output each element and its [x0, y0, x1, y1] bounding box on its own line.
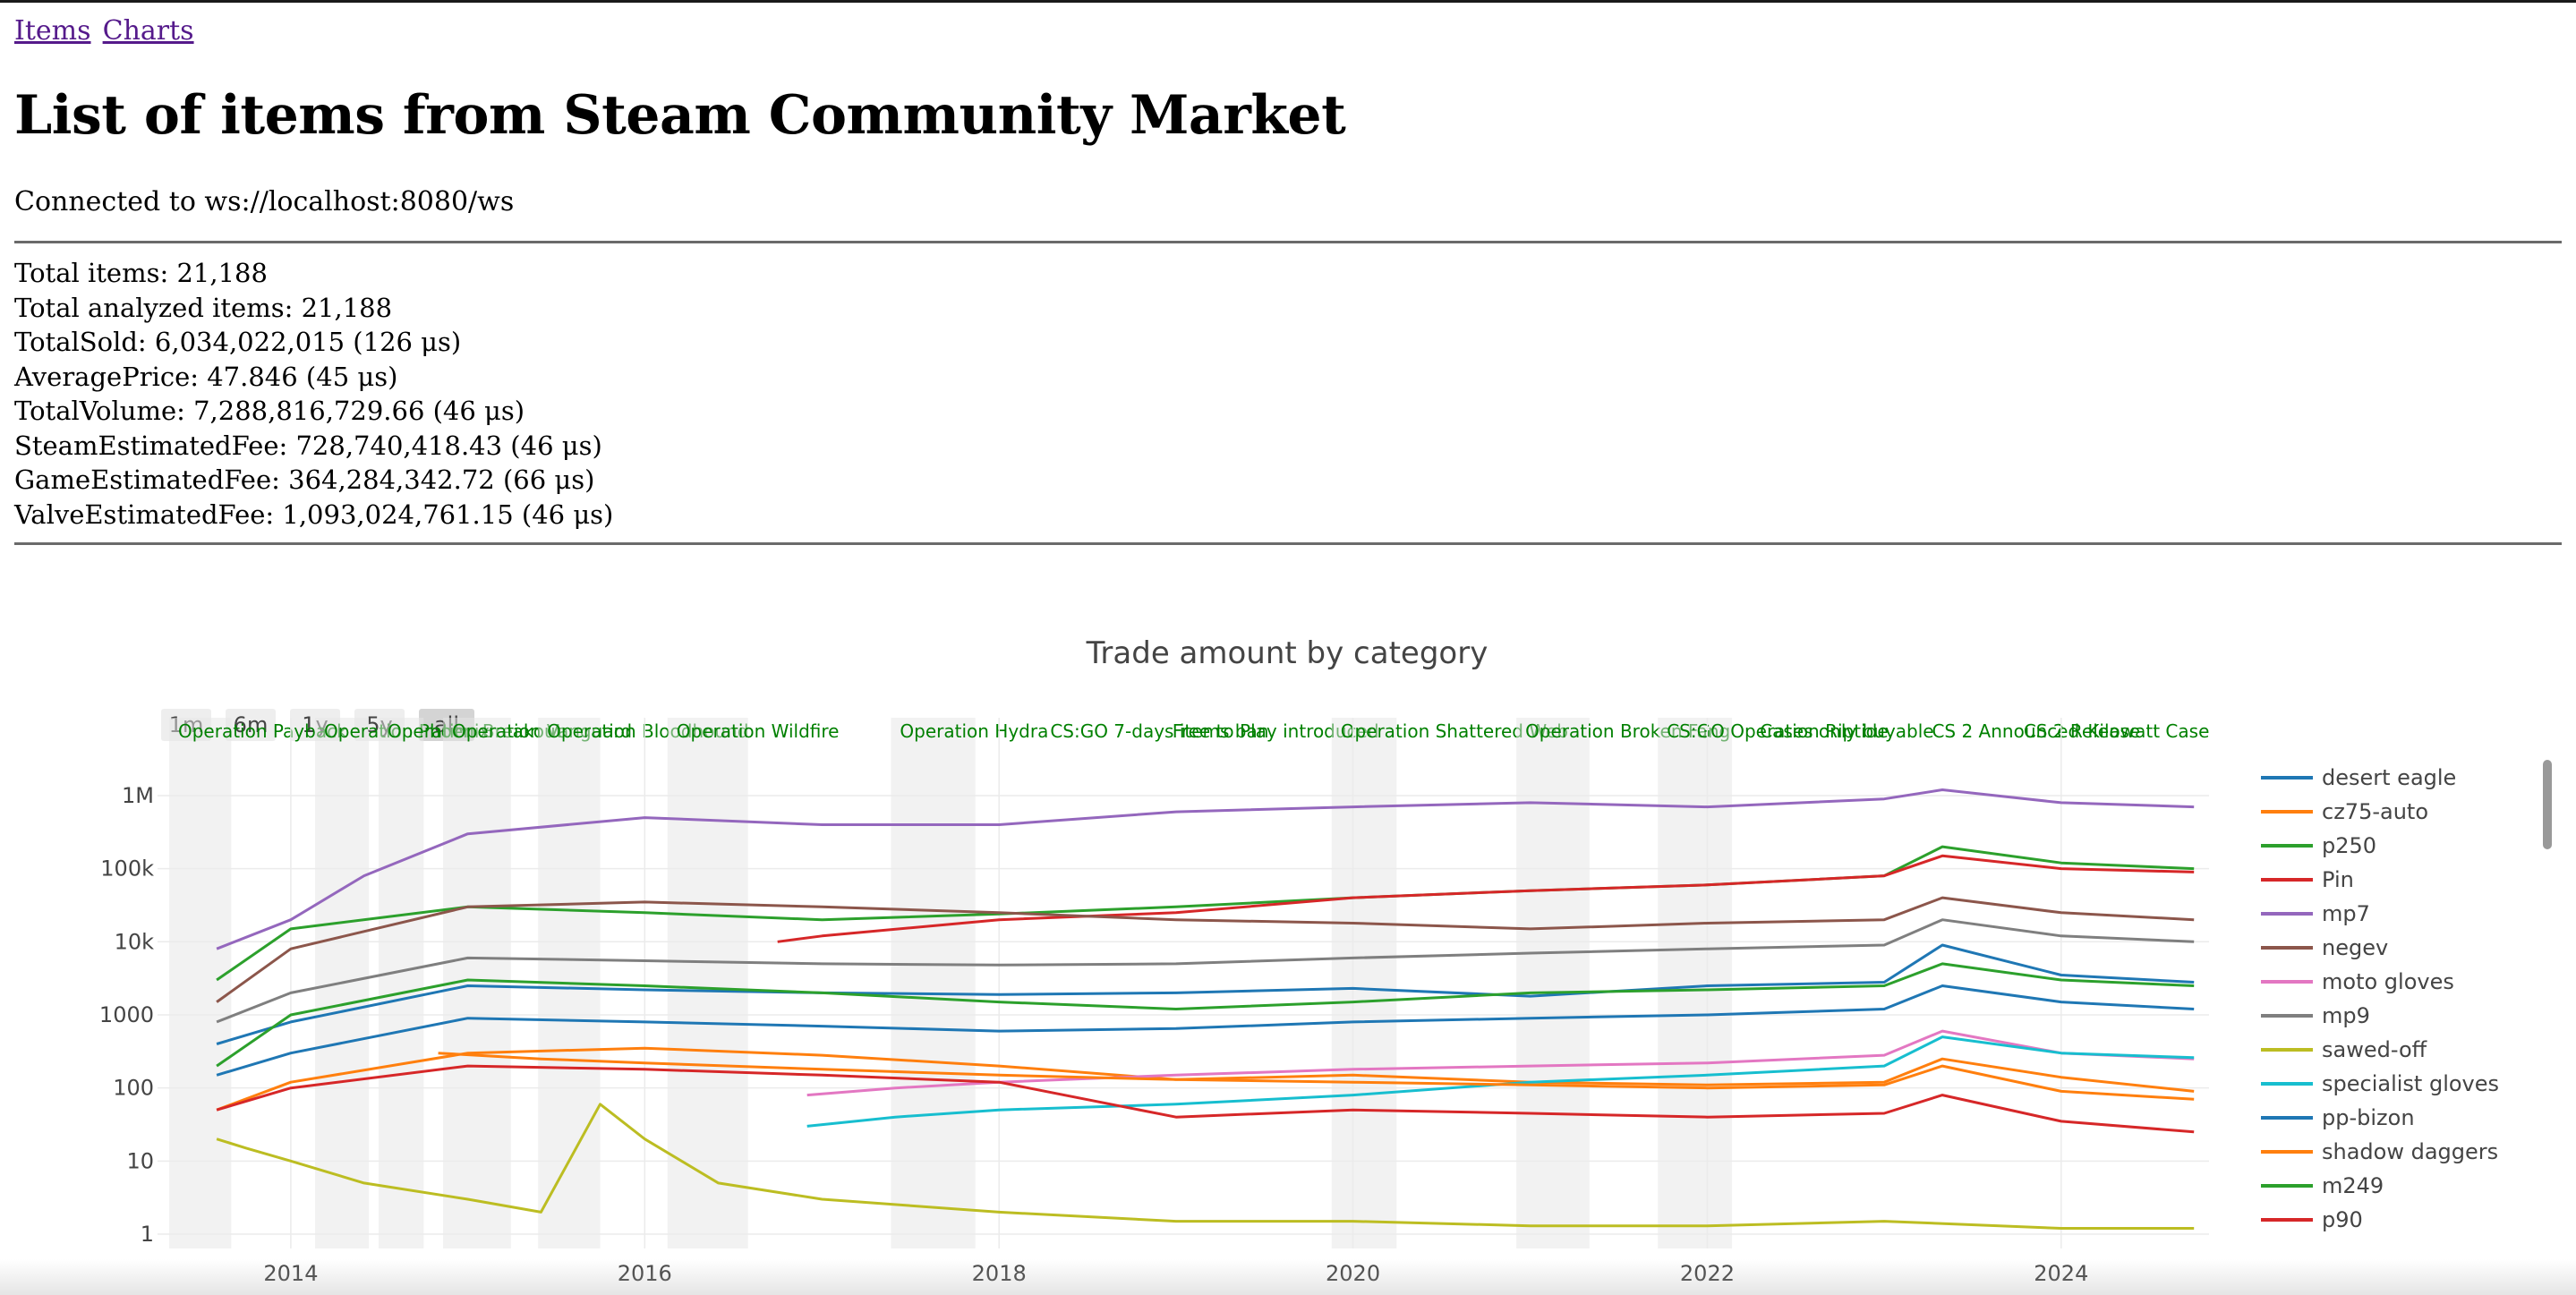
- x-tick-label: 2020: [1326, 1261, 1380, 1286]
- x-tick-label: 2022: [1680, 1261, 1735, 1286]
- event-label: Kilowatt Case: [2087, 720, 2209, 742]
- chart-title: Trade amount by category: [1086, 635, 1488, 671]
- y-tick-label: 10k: [115, 929, 155, 954]
- series-line-shadow-daggers: [438, 1052, 2195, 1101]
- divider-top: [14, 241, 2562, 243]
- legend-item[interactable]: sawed-off: [2322, 1037, 2427, 1062]
- range-button-6m[interactable]: [226, 709, 276, 741]
- legend-item[interactable]: cz75-auto: [2322, 799, 2428, 824]
- event-region: [891, 718, 976, 1248]
- event-label: CS 2 Release: [2024, 720, 2140, 742]
- y-tick-label: 1: [141, 1222, 154, 1247]
- series-line-mp7: [216, 788, 2195, 950]
- event-label: Operation Wildfire: [677, 720, 840, 742]
- series-line-pin: [777, 854, 2195, 943]
- stat-steam-estimated-fee: SteamEstimatedFee: 728,740,418.43 (46 μs…: [14, 430, 602, 461]
- legend-item[interactable]: Pin: [2322, 867, 2354, 892]
- event-region: [1516, 718, 1590, 1248]
- y-tick-label: 100k: [100, 856, 154, 882]
- event-region: [1658, 718, 1733, 1248]
- event-label: CS 2 Announced: [1932, 720, 2079, 742]
- nav-link-items[interactable]: Items: [14, 15, 91, 47]
- y-tick-label: 10: [126, 1148, 154, 1173]
- series-line-p250: [216, 845, 2195, 982]
- divider-bottom: [14, 542, 2562, 545]
- event-region: [1331, 718, 1397, 1248]
- page-title: List of items from Steam Community Marke…: [14, 84, 1346, 147]
- stat-average-price: AveragePrice: 47.846 (45 μs): [14, 361, 398, 392]
- x-tick-label: 2014: [263, 1261, 318, 1286]
- event-label: CS:GO Operation Riptide: [1667, 720, 1888, 742]
- event-region: [168, 718, 232, 1248]
- chart-container: Trade amount by category1m6m1y5yallOpera…: [0, 575, 2576, 1295]
- stat-valve-estimated-fee: ValveEstimatedFee: 1,093,024,761.15 (46 …: [14, 498, 614, 530]
- legend-item[interactable]: negev: [2322, 935, 2388, 960]
- connection-status: Connected to ws://localhost:8080/ws: [14, 186, 515, 217]
- series-line-desert-eagle: [216, 943, 2195, 1045]
- stat-game-estimated-fee: GameEstimatedFee: 364,284,342.72 (66 μs): [14, 464, 595, 495]
- top-nav: Items Charts: [14, 15, 2562, 47]
- event-label: Operation Hydra: [900, 720, 1048, 742]
- y-tick-label: 100: [113, 1076, 154, 1101]
- x-tick-label: 2024: [2034, 1261, 2088, 1286]
- event-region: [667, 718, 748, 1248]
- legend-item[interactable]: specialist gloves: [2322, 1071, 2499, 1096]
- x-tick-label: 2018: [972, 1261, 1027, 1286]
- trade-amount-chart[interactable]: Trade amount by category1m6m1y5yallOpera…: [0, 575, 2576, 1295]
- event-label: Cases only buyable: [1760, 720, 1933, 742]
- series-line-mp9: [216, 918, 2195, 1024]
- stat-total-items: Total items: 21,188: [14, 258, 268, 288]
- stat-total-analyzed-items: Total analyzed items: 21,188: [14, 292, 393, 323]
- nav-link-charts[interactable]: Charts: [102, 15, 194, 47]
- range-button-label: 6m: [234, 712, 269, 737]
- legend-item[interactable]: shadow daggers: [2322, 1139, 2498, 1164]
- series-line-moto-gloves: [806, 1029, 2195, 1097]
- stat-total-volume: TotalVolume: 7,288,816,729.66 (46 μs): [14, 396, 525, 426]
- legend-item[interactable]: pp-bizon: [2322, 1105, 2415, 1130]
- legend-item[interactable]: moto gloves: [2322, 969, 2454, 994]
- series-line-cz75-auto: [216, 1046, 2195, 1112]
- series-line-specialist-gloves: [806, 1035, 2195, 1128]
- y-tick-label: 1M: [122, 783, 154, 808]
- y-tick-label: 1000: [99, 1002, 154, 1027]
- legend-item[interactable]: p90: [2322, 1207, 2363, 1232]
- series-line-pp-bizon: [216, 984, 2195, 1077]
- series-line-negev: [216, 896, 2195, 1003]
- series-line-m249: [216, 962, 2195, 1068]
- event-region: [378, 718, 424, 1248]
- legend-item[interactable]: p250: [2322, 833, 2376, 858]
- stat-total-sold: TotalSold: 6,034,022,015 (126 μs): [14, 327, 462, 357]
- series-line-p90: [216, 1064, 2195, 1134]
- series-line-sawed-off: [216, 1103, 2195, 1230]
- legend-item[interactable]: desert eagle: [2322, 765, 2456, 790]
- legend-item[interactable]: m249: [2322, 1173, 2384, 1198]
- x-tick-label: 2016: [618, 1261, 672, 1286]
- legend-scrollbar[interactable]: [2543, 760, 2552, 849]
- stats-block: Total items: 21,188 Total analyzed items…: [14, 243, 2562, 542]
- event-label: CS:GO 7-days items ban: [1050, 720, 1268, 742]
- legend-item[interactable]: mp9: [2322, 1003, 2370, 1028]
- legend-item[interactable]: mp7: [2322, 901, 2370, 926]
